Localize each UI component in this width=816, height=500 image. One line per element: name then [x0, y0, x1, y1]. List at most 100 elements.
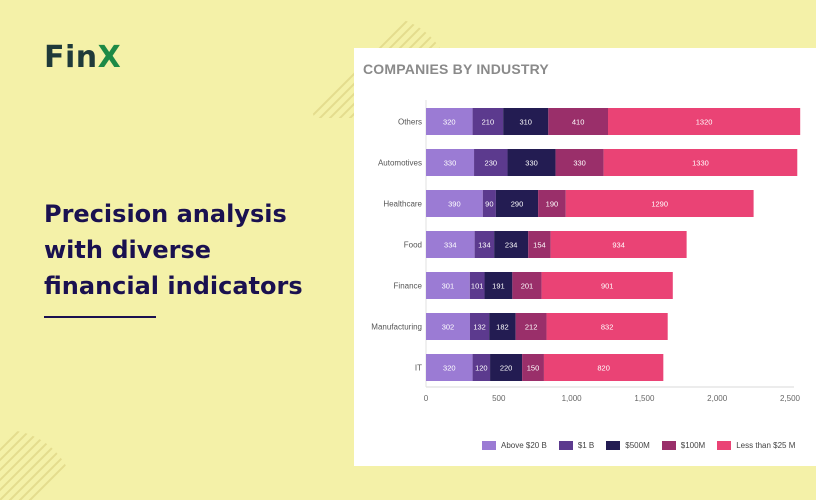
bar-segment [426, 149, 475, 176]
headline-line-3: financial indicators [44, 272, 303, 300]
y-tick-label: Manufacturing [371, 323, 422, 332]
bar-value-label: 1290 [651, 200, 668, 209]
bar-value-label: 820 [597, 364, 610, 373]
bar-segment [474, 231, 495, 258]
bar-segment [512, 272, 542, 299]
bar-segment [426, 272, 470, 299]
bar-segment [472, 108, 504, 135]
headline-underline [44, 316, 156, 318]
legend-label: Above $20 B [501, 441, 547, 450]
x-tick-label: 1,500 [634, 394, 655, 403]
stripe-decoration-bottom [0, 430, 75, 500]
legend-item[interactable]: Above $20 B [482, 441, 547, 450]
bar-value-label: 101 [471, 282, 484, 291]
legend-item[interactable]: Less than $25 M [717, 441, 795, 450]
bar-segment [426, 313, 470, 340]
legend-label: $100M [680, 441, 706, 450]
y-tick-label: Others [398, 118, 422, 127]
y-tick-label: Automotives [378, 159, 422, 168]
bar-value-label: 201 [521, 282, 534, 291]
bar-value-label: 150 [527, 364, 540, 373]
bar-value-label: 901 [601, 282, 614, 291]
y-tick-label: Healthcare [383, 200, 422, 209]
bar-segment [469, 313, 490, 340]
bar-value-label: 410 [572, 118, 585, 127]
legend-swatch [482, 441, 496, 450]
bar-value-label: 182 [496, 323, 509, 332]
chart-legend: Above $20 B $1 B $500M $100M Less than $25 M [482, 441, 795, 450]
y-tick-label: Finance [394, 282, 423, 291]
legend-swatch [558, 441, 573, 450]
legend-swatch [606, 441, 621, 450]
bar-value-label: 832 [601, 323, 614, 332]
bar-value-label: 290 [511, 200, 524, 209]
bar-segment [426, 190, 483, 217]
bar-value-label: 330 [444, 159, 457, 168]
legend-label: $1 B [577, 441, 595, 450]
bar-value-label: 220 [500, 364, 513, 373]
bar-value-label: 320 [443, 364, 456, 373]
x-tick-label: 2,500 [780, 394, 801, 403]
bar-segment [543, 354, 664, 381]
bar-value-label: 334 [444, 241, 457, 250]
chart-card: COMPANIES BY INDUSTRY 0 500 1,000 1,500 2,00… [354, 48, 816, 466]
bar-segment [546, 313, 668, 340]
bar-segment [490, 354, 523, 381]
bar-value-label: 90 [485, 200, 493, 209]
bar-segment [507, 149, 556, 176]
bar-value-label: 132 [473, 323, 486, 332]
bar-segment [426, 354, 473, 381]
bar-segment [484, 272, 513, 299]
y-tick-label: IT [415, 364, 422, 373]
headline-line-2: with diverse [44, 236, 212, 264]
bar-segment [482, 190, 496, 217]
legend-item[interactable]: $1 B [558, 441, 595, 450]
x-tick-label: 500 [492, 394, 506, 403]
bar-segment [426, 108, 473, 135]
legend-item[interactable]: $100M [661, 441, 706, 450]
bar-segment [469, 272, 485, 299]
bar-segment [494, 231, 529, 258]
bar-segment [541, 272, 673, 299]
bar-segment [603, 149, 798, 176]
bar-segment [608, 108, 801, 135]
bar-value-label: 190 [546, 200, 559, 209]
legend-swatch [661, 441, 676, 450]
logo-text-x: X [97, 40, 122, 75]
bar-segment [426, 231, 475, 258]
bar-segment [555, 149, 604, 176]
chart-title: COMPANIES BY INDUSTRY [363, 61, 549, 77]
legend-label: $500M [625, 441, 650, 450]
bar-value-label: 390 [448, 200, 461, 209]
bar-value-label: 302 [442, 323, 455, 332]
bar-segment [548, 108, 608, 135]
bar-value-label: 230 [485, 159, 498, 168]
x-tick-label: 0 [424, 394, 429, 403]
legend-item[interactable]: $500M [606, 441, 650, 450]
bar-value-label: 330 [525, 159, 538, 168]
bar-value-label: 1320 [696, 118, 713, 127]
bar-value-label: 212 [525, 323, 538, 332]
bar-value-label: 120 [475, 364, 488, 373]
bar-value-label: 301 [442, 282, 455, 291]
bar-value-label: 1330 [692, 159, 709, 168]
bar-value-label: 310 [519, 118, 532, 127]
bar-value-label: 234 [505, 241, 518, 250]
bar-segment [495, 190, 539, 217]
x-tick-label: 1,000 [562, 394, 583, 403]
bar-segment [528, 231, 551, 258]
headline-line-1: Precision analysis [44, 200, 287, 228]
bar-value-label: 191 [492, 282, 505, 291]
bar-segment [522, 354, 544, 381]
bar-segment [474, 149, 508, 176]
bar-value-label: 134 [478, 241, 491, 250]
finx-logo: FinX [44, 43, 121, 73]
bar-value-label: 320 [443, 118, 456, 127]
bar-value-label: 934 [612, 241, 625, 250]
bar-value-label: 330 [573, 159, 586, 168]
bar-segment [550, 231, 687, 258]
bar-segment [515, 313, 547, 340]
bar-segment [503, 108, 549, 135]
headline: Precision analysis with diverse financia… [44, 196, 344, 304]
